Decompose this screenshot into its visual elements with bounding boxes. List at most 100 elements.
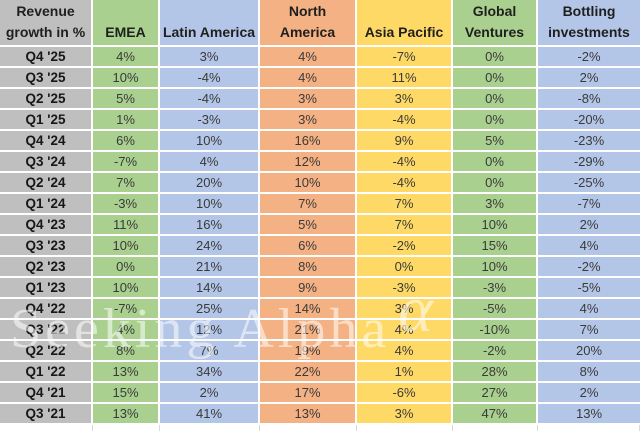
- table-cell: 10%: [93, 278, 160, 299]
- column-header-global-ventures: Global Ventures: [453, 0, 538, 47]
- table-cell: 0%: [453, 68, 538, 89]
- table-cell: -4%: [357, 152, 453, 173]
- table-cell: -8%: [538, 89, 640, 110]
- table-cell: 16%: [260, 131, 357, 152]
- table-cell: 0%: [453, 47, 538, 68]
- table-cell: 28%: [453, 362, 538, 383]
- table-cell: 13%: [538, 404, 640, 425]
- table-cell: -7%: [538, 194, 640, 215]
- row-label-q1-23: Q1 '23: [0, 278, 93, 299]
- table-cell: 11%: [357, 68, 453, 89]
- table-cell: 27%: [453, 383, 538, 404]
- table-cell: -3%: [453, 278, 538, 299]
- gridline-tick: [357, 425, 453, 431]
- gridline-tick: [538, 425, 640, 431]
- table-cell: 6%: [260, 236, 357, 257]
- table-cell: 34%: [160, 362, 260, 383]
- table-cell: -5%: [538, 278, 640, 299]
- table-cell: 21%: [260, 320, 357, 341]
- table-cell: 17%: [260, 383, 357, 404]
- table-cell: 4%: [260, 47, 357, 68]
- table-cell: 0%: [357, 257, 453, 278]
- table-cell: 15%: [93, 383, 160, 404]
- row-label-q1-25: Q1 '25: [0, 110, 93, 131]
- table-cell: -2%: [538, 257, 640, 278]
- table-cell: 3%: [453, 194, 538, 215]
- table-cell: -20%: [538, 110, 640, 131]
- table-cell: 2%: [160, 383, 260, 404]
- table-cell: 21%: [160, 257, 260, 278]
- table-cell: 1%: [93, 110, 160, 131]
- table-cell: 25%: [160, 299, 260, 320]
- table-cell: 5%: [260, 215, 357, 236]
- table-cell: 14%: [260, 299, 357, 320]
- table-cell: 7%: [93, 173, 160, 194]
- row-label-q4-21: Q4 '21: [0, 383, 93, 404]
- table-cell: 10%: [160, 131, 260, 152]
- table-cell: 20%: [160, 173, 260, 194]
- table-cell: 3%: [260, 110, 357, 131]
- table-cell: 7%: [538, 320, 640, 341]
- table-cell: 5%: [93, 89, 160, 110]
- row-label-q3-23: Q3 '23: [0, 236, 93, 257]
- table-cell: 8%: [538, 362, 640, 383]
- table-cell: 3%: [260, 89, 357, 110]
- row-label-q3-25: Q3 '25: [0, 68, 93, 89]
- table-cell: -4%: [160, 68, 260, 89]
- table-cell: 41%: [160, 404, 260, 425]
- table-cell: 0%: [453, 173, 538, 194]
- row-label-q1-24: Q1 '24: [0, 194, 93, 215]
- table-cell: 2%: [538, 215, 640, 236]
- table-cell: 10%: [160, 194, 260, 215]
- row-label-q4-25: Q4 '25: [0, 47, 93, 68]
- gridline-tick: [260, 425, 357, 431]
- row-label-q2-22: Q2 '22: [0, 341, 93, 362]
- table-cell: -25%: [538, 173, 640, 194]
- table-cell: -7%: [93, 299, 160, 320]
- table-corner-header: Revenue growth in %: [0, 0, 93, 47]
- row-label-q2-24: Q2 '24: [0, 173, 93, 194]
- table-cell: 12%: [260, 152, 357, 173]
- table-cell: 0%: [453, 89, 538, 110]
- row-label-q2-25: Q2 '25: [0, 89, 93, 110]
- table-cell: 4%: [538, 236, 640, 257]
- table-cell: 11%: [93, 215, 160, 236]
- gridline-tick: [0, 425, 93, 431]
- row-label-q3-22: Q3 '22: [0, 320, 93, 341]
- column-header-latin-america: Latin America: [160, 0, 260, 47]
- table-cell: 4%: [93, 47, 160, 68]
- gridline-tick: [93, 425, 160, 431]
- table-cell: 16%: [160, 215, 260, 236]
- table-cell: 2%: [538, 68, 640, 89]
- row-label-q4-23: Q4 '23: [0, 215, 93, 236]
- table-cell: 7%: [260, 194, 357, 215]
- table-cell: 7%: [357, 215, 453, 236]
- table-cell: 10%: [93, 68, 160, 89]
- table-cell: 8%: [260, 257, 357, 278]
- table-cell: 4%: [357, 341, 453, 362]
- table-cell: 9%: [260, 278, 357, 299]
- table-cell: 0%: [453, 110, 538, 131]
- table-cell: 12%: [160, 320, 260, 341]
- table-cell: -2%: [538, 47, 640, 68]
- table-cell: -2%: [453, 341, 538, 362]
- row-label-q3-24: Q3 '24: [0, 152, 93, 173]
- table-cell: 4%: [93, 320, 160, 341]
- table-cell: 4%: [538, 299, 640, 320]
- table-cell: -4%: [357, 173, 453, 194]
- table-cell: 19%: [260, 341, 357, 362]
- table-cell: -29%: [538, 152, 640, 173]
- table-cell: -4%: [357, 110, 453, 131]
- table-cell: -3%: [93, 194, 160, 215]
- table-cell: 20%: [538, 341, 640, 362]
- gridline-tick: [160, 425, 260, 431]
- row-label-q3-21: Q3 '21: [0, 404, 93, 425]
- table-cell: -10%: [453, 320, 538, 341]
- table-cell: -7%: [93, 152, 160, 173]
- table-cell: -7%: [357, 47, 453, 68]
- table-cell: 22%: [260, 362, 357, 383]
- table-cell: 1%: [357, 362, 453, 383]
- table-cell: 14%: [160, 278, 260, 299]
